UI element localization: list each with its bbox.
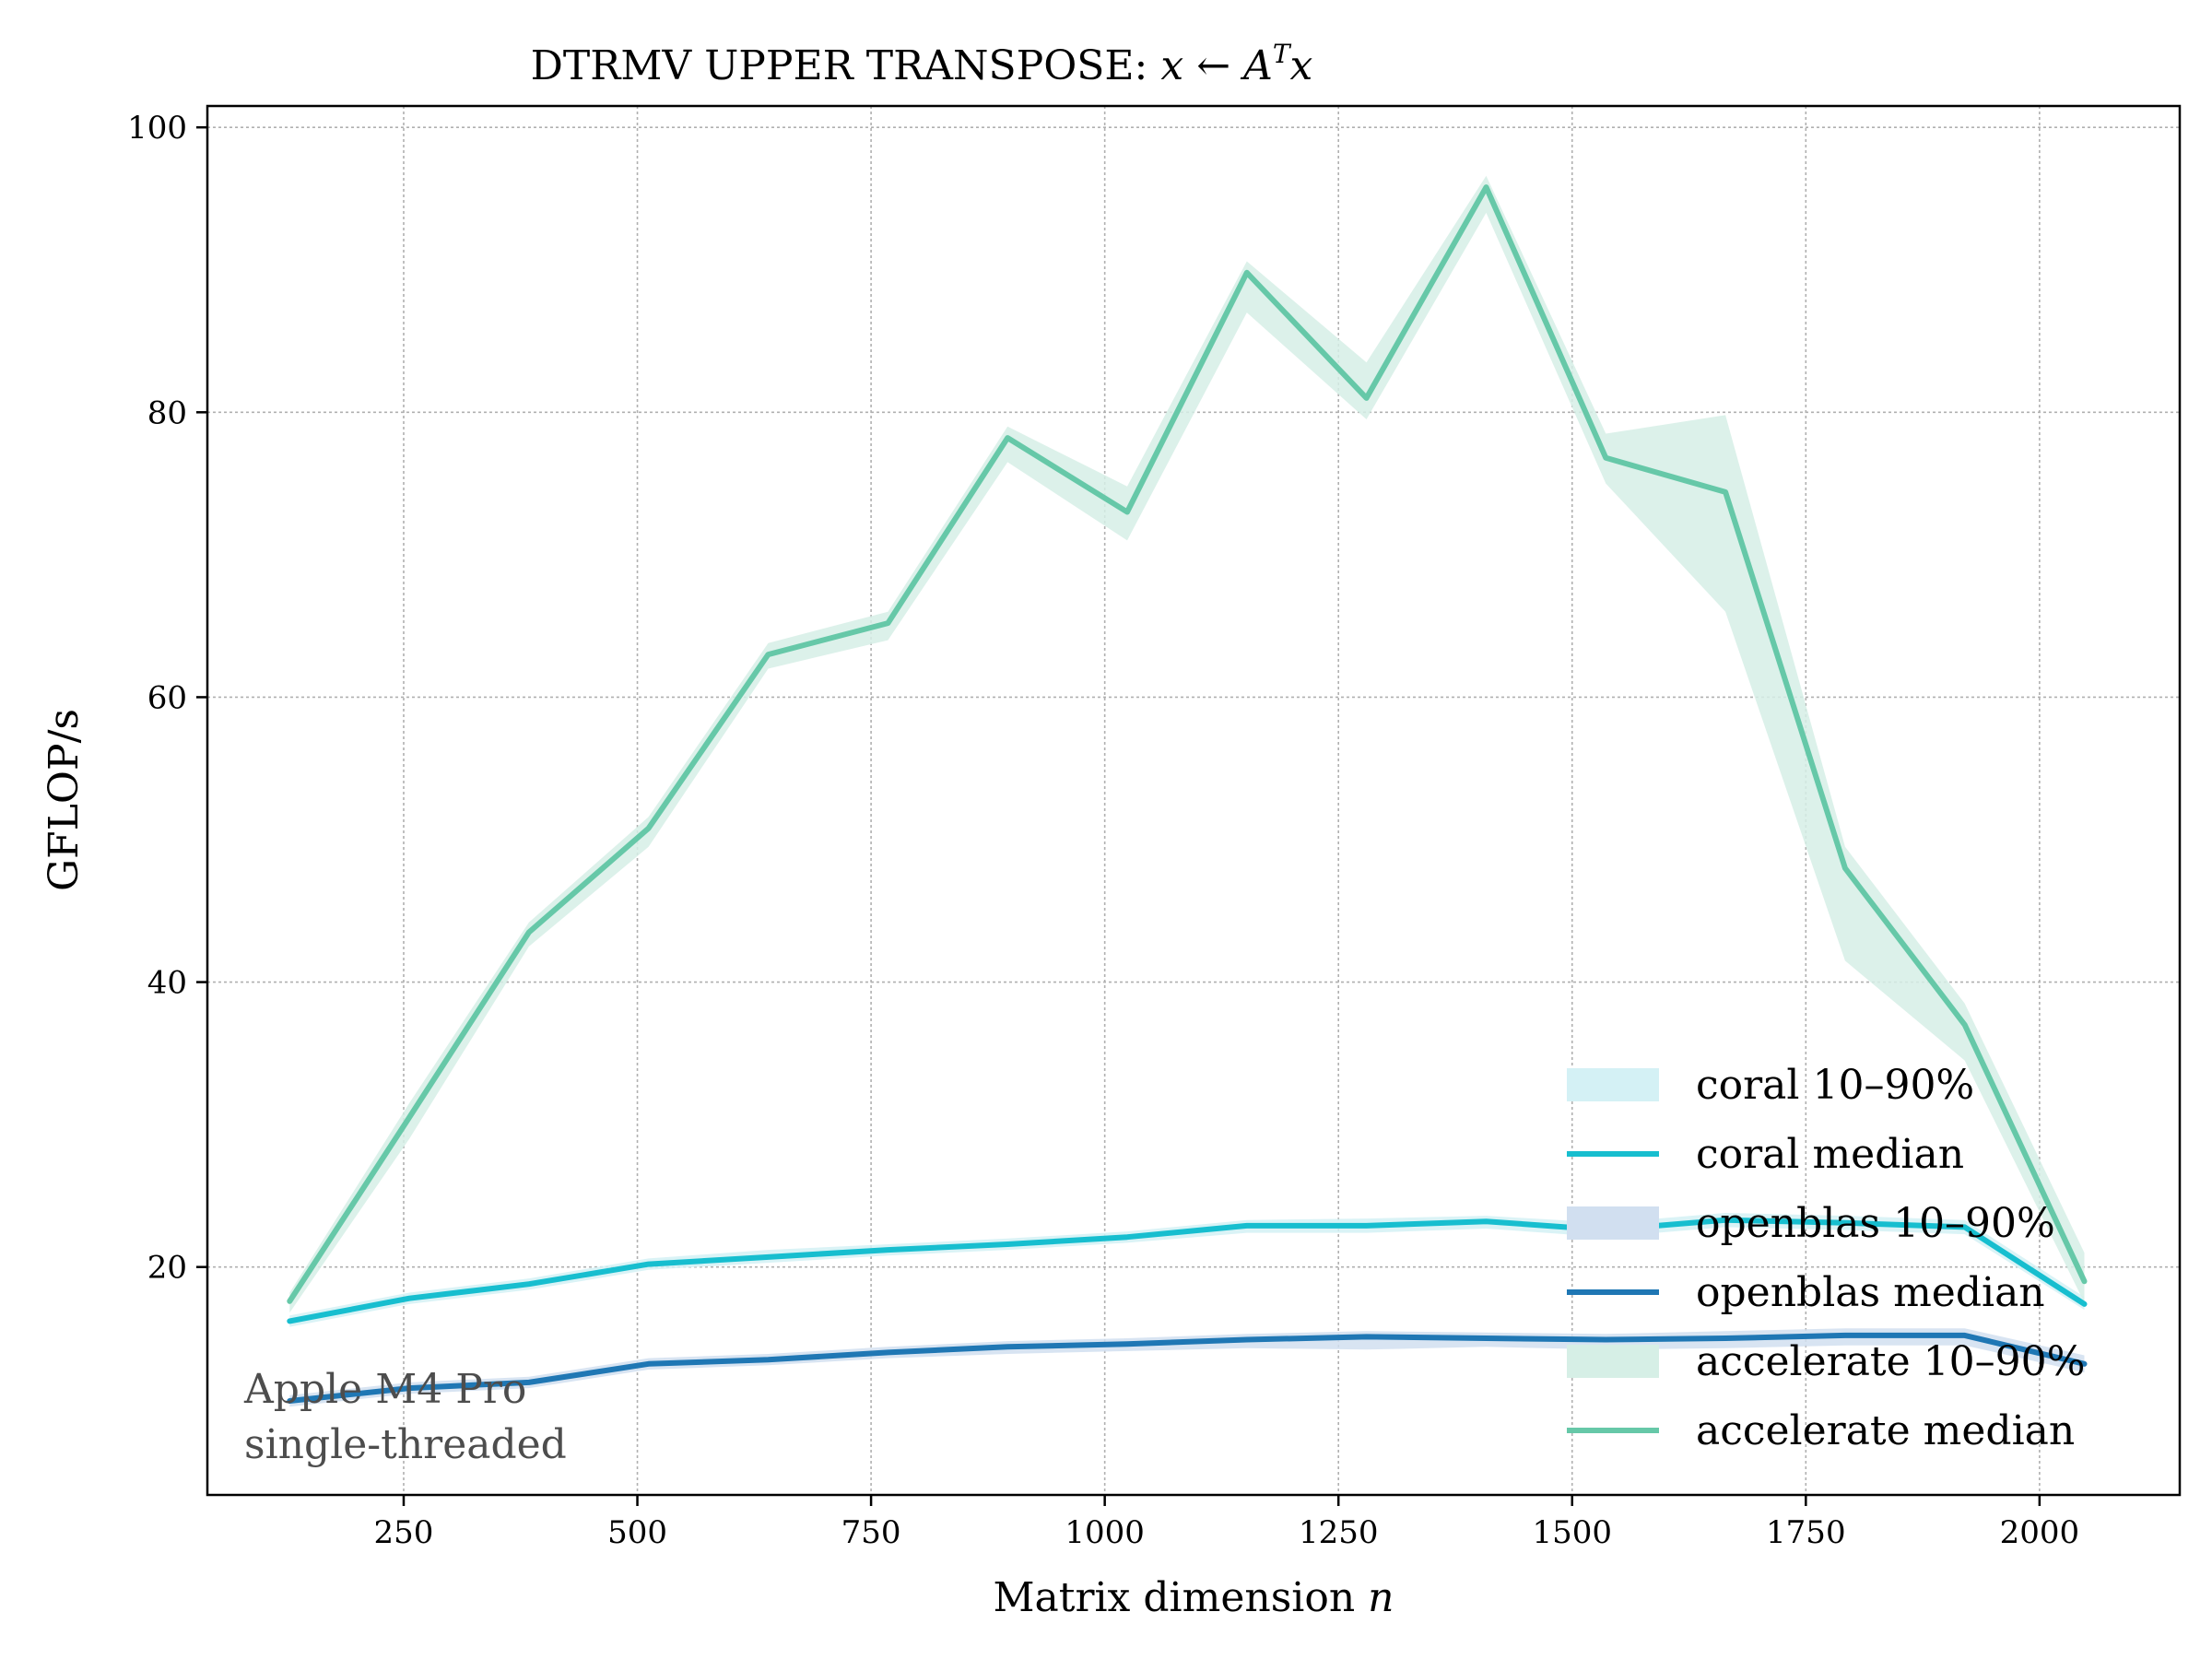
x-axis-label: Matrix dimension n bbox=[993, 1574, 1394, 1621]
plot-frame bbox=[206, 104, 2182, 1497]
chart-title: DTRMV UPPER TRANSPOSE: x ← ATx bbox=[531, 39, 1313, 89]
annotation-line-2: single-threaded bbox=[244, 1421, 567, 1468]
y-axis-ticks: 20 40 60 80 100 bbox=[127, 110, 207, 1287]
series-line-1 bbox=[287, 1332, 2088, 1404]
legend: coral 10–90% coral median openblas 10–90% o… bbox=[1567, 1062, 2085, 1454]
x-axis-label-math: n bbox=[1368, 1574, 1394, 1621]
x-tick-label: 1250 bbox=[1299, 1514, 1379, 1551]
x-tick-label: 250 bbox=[374, 1514, 434, 1551]
title-math-arrow: ← bbox=[1196, 42, 1230, 89]
y-tick-label: 40 bbox=[147, 965, 187, 1002]
title-math-rhs-base: A bbox=[1240, 42, 1273, 89]
x-tick-label: 1750 bbox=[1766, 1514, 1846, 1551]
x-tick-label: 750 bbox=[841, 1514, 901, 1551]
chart-title-text: DTRMV UPPER TRANSPOSE: bbox=[531, 42, 1161, 89]
series-line-2 bbox=[287, 184, 2088, 1304]
y-tick-label: 80 bbox=[147, 394, 187, 431]
x-tick-label: 2000 bbox=[2000, 1514, 2080, 1551]
y-tick-label: 20 bbox=[147, 1250, 187, 1287]
x-axis-label-text: Matrix dimension bbox=[993, 1574, 1368, 1621]
title-math-rhs-tail: x bbox=[1290, 42, 1313, 89]
legend-band-swatch-0 bbox=[1567, 1068, 1659, 1101]
legend-band-swatch-1 bbox=[1567, 1206, 1659, 1240]
legend-band-swatch-2 bbox=[1567, 1345, 1659, 1378]
x-tick-label: 1500 bbox=[1532, 1514, 1612, 1551]
x-tick-label: 1000 bbox=[1065, 1514, 1145, 1551]
title-math-rhs-sup: T bbox=[1273, 39, 1292, 69]
title-math-lhs: x bbox=[1160, 42, 1183, 89]
y-tick-label: 100 bbox=[127, 110, 187, 147]
x-tick-label: 500 bbox=[607, 1514, 667, 1551]
legend-line-label-1: openblas median bbox=[1696, 1269, 2045, 1316]
y-axis-label: GFLOP/s bbox=[41, 709, 88, 891]
y-tick-label: 60 bbox=[147, 679, 187, 716]
legend-line-label-0: coral median bbox=[1696, 1131, 1964, 1178]
band-2 bbox=[289, 175, 2085, 1313]
legend-band-label-2: accelerate 10–90% bbox=[1696, 1338, 2085, 1385]
legend-band-label-1: openblas 10–90% bbox=[1696, 1200, 2055, 1247]
series-lines bbox=[287, 184, 2088, 1404]
x-axis-ticks: 250 500 750 1000 1250 1500 1750 2000 bbox=[374, 1495, 2080, 1551]
legend-band-label-0: coral 10–90% bbox=[1696, 1062, 1974, 1109]
series-line-0 bbox=[287, 1217, 2088, 1324]
legend-line-label-2: accelerate median bbox=[1696, 1407, 2075, 1454]
annotation-line-1: Apple M4 Pro bbox=[243, 1366, 526, 1413]
